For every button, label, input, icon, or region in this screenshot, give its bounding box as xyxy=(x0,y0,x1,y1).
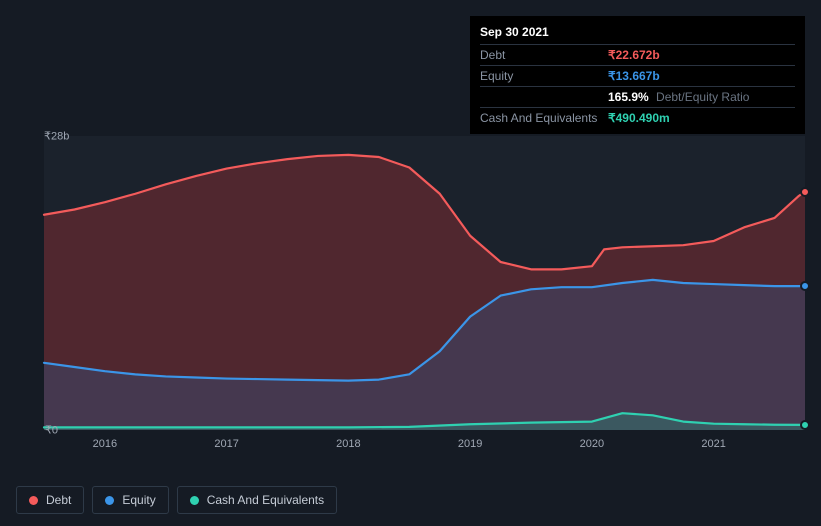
x-axis-label: 2017 xyxy=(214,438,238,450)
legend-dot-icon xyxy=(29,496,38,505)
x-axis-label: 2019 xyxy=(458,438,482,450)
series-end-marker xyxy=(800,420,810,430)
chart-tooltip: Sep 30 2021 Debt ₹22.672b Equity ₹13.667… xyxy=(470,16,805,134)
chart-svg xyxy=(44,136,805,430)
tooltip-row-equity: Equity ₹13.667b xyxy=(480,65,795,86)
tooltip-label xyxy=(480,90,608,104)
x-axis-label: 2020 xyxy=(580,438,604,450)
legend-dot-icon xyxy=(190,496,199,505)
tooltip-label: Equity xyxy=(480,69,608,83)
x-axis-label: 2018 xyxy=(336,438,360,450)
chart-plot[interactable] xyxy=(44,136,805,430)
tooltip-secondary: Debt/Equity Ratio xyxy=(656,90,749,104)
legend-item-cash[interactable]: Cash And Equivalents xyxy=(177,486,337,514)
series-end-marker xyxy=(800,187,810,197)
tooltip-row-debt: Debt ₹22.672b xyxy=(480,44,795,65)
y-axis-label: ₹0 xyxy=(44,424,58,437)
legend-item-debt[interactable]: Debt xyxy=(16,486,84,514)
x-axis-label: 2016 xyxy=(93,438,117,450)
tooltip-value: 165.9% xyxy=(608,90,649,104)
tooltip-label: Debt xyxy=(480,48,608,62)
series-end-marker xyxy=(800,281,810,291)
legend-label: Debt xyxy=(46,493,71,507)
tooltip-date: Sep 30 2021 xyxy=(480,22,795,44)
y-axis-label: ₹28b xyxy=(44,130,58,143)
legend-dot-icon xyxy=(105,496,114,505)
chart-area: ₹28b ₹0 2016 2017 2018 2019 2020 2021 xyxy=(16,120,805,480)
tooltip-row-ratio: 165.9% Debt/Equity Ratio xyxy=(480,86,795,107)
legend-label: Equity xyxy=(122,493,155,507)
tooltip-value: ₹22.672b xyxy=(608,48,660,62)
legend: Debt Equity Cash And Equivalents xyxy=(16,486,337,514)
x-axis-label: 2021 xyxy=(701,438,725,450)
legend-item-equity[interactable]: Equity xyxy=(92,486,168,514)
legend-label: Cash And Equivalents xyxy=(207,493,324,507)
tooltip-value: ₹13.667b xyxy=(608,69,660,83)
